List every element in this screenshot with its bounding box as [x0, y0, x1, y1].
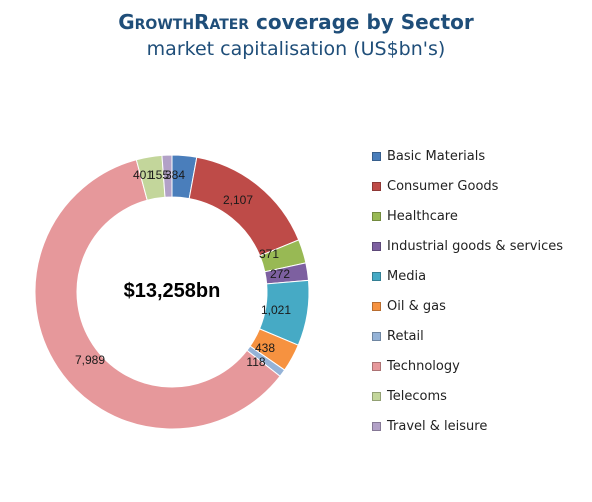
legend-label: Basic Materials [387, 148, 486, 164]
legend-label: Oil & gas [387, 298, 446, 314]
legend-swatch [372, 181, 381, 191]
legend-swatch [372, 331, 381, 341]
data-label-technology: 7,989 [75, 353, 105, 367]
legend-item: Technology [372, 351, 563, 381]
center-total-label: $13,258bn [124, 280, 221, 302]
legend-item: Media [372, 261, 563, 291]
legend-label: Technology [387, 358, 460, 374]
data-label-travel-leisure: 155 [149, 168, 169, 182]
legend-swatch [372, 211, 381, 221]
data-label-basic-materials: 384 [165, 168, 185, 182]
legend-label: Industrial goods & services [387, 238, 564, 254]
title-brand: GrowthRater [118, 10, 250, 34]
data-label-industrial-goods-services: 272 [270, 267, 290, 281]
data-label-consumer-goods: 2,107 [223, 193, 253, 207]
title-rest: coverage by Sector [249, 10, 474, 34]
legend-item: Basic Materials [372, 141, 563, 171]
legend-swatch [372, 241, 381, 251]
chart-subtitle: market capitalisation (US$bn's) [146, 38, 446, 60]
legend-item: Industrial goods & services [372, 231, 563, 261]
legend-item: Oil & gas [372, 291, 563, 321]
legend-label: Travel & leisure [387, 418, 488, 434]
chart-title: GrowthRater coverage by Sector [0, 10, 592, 34]
slice-travel-leisure [161, 154, 173, 198]
data-label-telecoms: 401 [133, 168, 153, 182]
chart-legend: Basic Materials Consumer Goods Healthcare I… [372, 141, 563, 441]
legend-label: Telecoms [387, 388, 447, 404]
legend-label: Healthcare [387, 208, 458, 224]
legend-label: Media [387, 268, 427, 284]
legend-item: Healthcare [372, 201, 563, 231]
legend-item: Travel & leisure [372, 411, 563, 441]
legend-swatch [372, 271, 381, 281]
legend-swatch [372, 361, 381, 371]
legend-swatch [372, 151, 381, 161]
legend-label: Consumer Goods [387, 178, 499, 194]
data-label-oil-gas: 438 [255, 341, 275, 355]
data-label-healthcare: 371 [259, 247, 279, 261]
data-label-media: 1,021 [261, 303, 291, 317]
slice-technology [34, 159, 281, 430]
legend-swatch [372, 421, 381, 431]
legend-item: Consumer Goods [372, 171, 563, 201]
data-label-retail: 118 [246, 355, 265, 369]
legend-swatch [372, 391, 381, 401]
legend-label: Retail [387, 328, 424, 344]
legend-item: Telecoms [372, 381, 563, 411]
legend-item: Retail [372, 321, 563, 351]
legend-swatch [372, 301, 381, 311]
